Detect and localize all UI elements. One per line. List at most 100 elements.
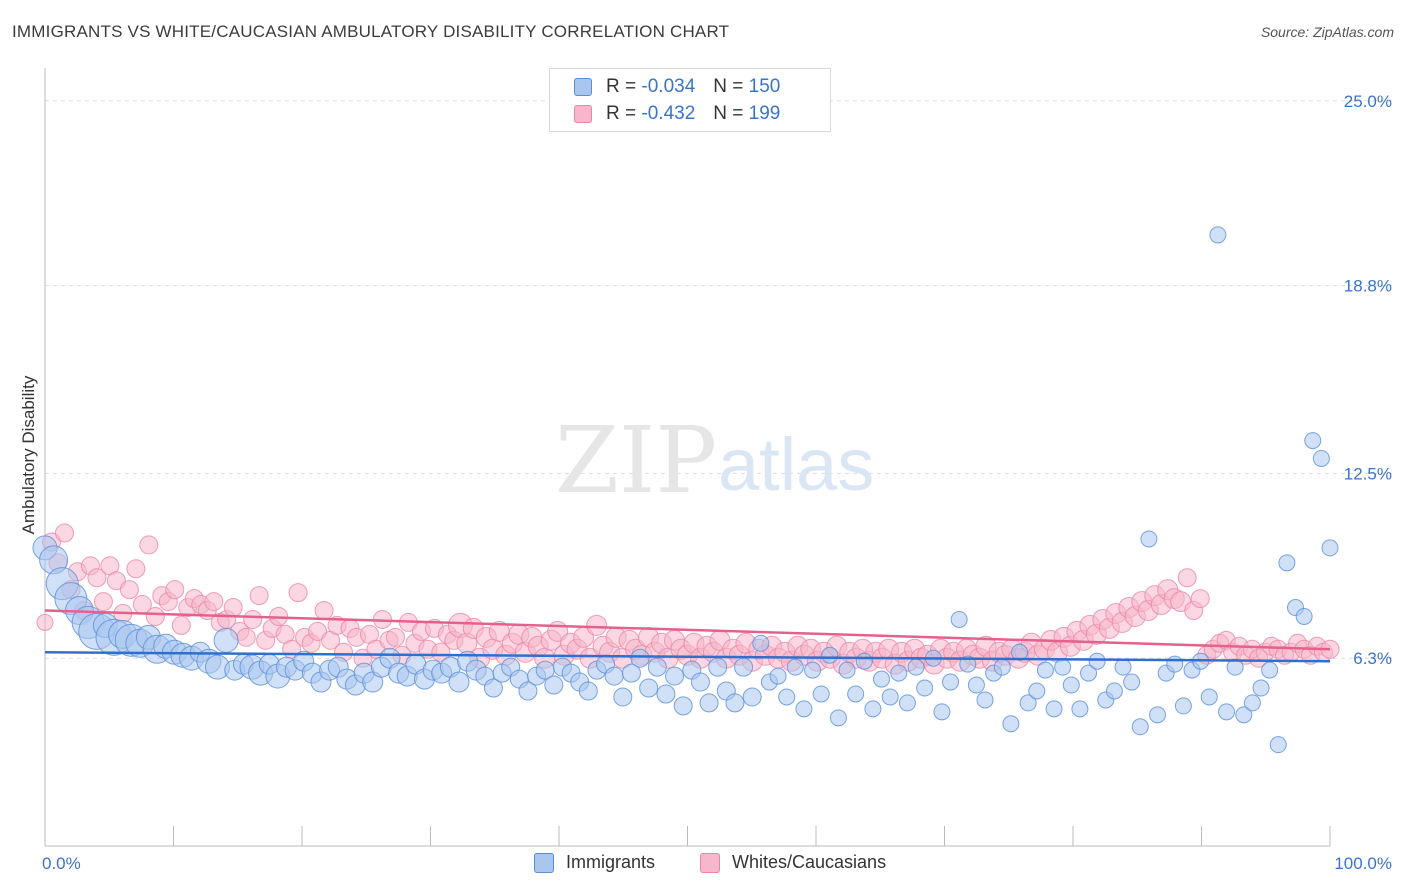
immigrants-point [873, 670, 891, 688]
immigrants-point [881, 688, 899, 706]
immigrants-point [1269, 736, 1287, 754]
immigrants-point [1278, 554, 1296, 572]
immigrants-point [725, 693, 745, 713]
immigrants-point [1226, 658, 1244, 676]
immigrants-point [1088, 652, 1106, 670]
y-tick-label: 18.8% [1344, 277, 1392, 296]
immigrants-point [518, 681, 538, 701]
immigrants-point [1235, 706, 1253, 724]
whites-point [1177, 568, 1197, 588]
immigrants-legend-label: Immigrants [566, 852, 656, 872]
immigrants-point [1062, 676, 1080, 694]
immigrants-point [656, 684, 676, 704]
immigrants-point [1200, 688, 1218, 706]
legend-item-immigrants[interactable]: Immigrants [534, 852, 655, 873]
whites-point [243, 609, 263, 629]
immigrants-legend-swatch [534, 852, 554, 873]
immigrants-point [890, 664, 908, 682]
whites-point [385, 627, 405, 647]
immigrants-point [647, 657, 667, 677]
whites-point [139, 535, 159, 555]
immigrants-point [1123, 673, 1141, 691]
whites-point [314, 601, 334, 621]
watermark-zip: ZIP [555, 407, 717, 514]
immigrants-point [213, 627, 239, 653]
whites-point [586, 614, 608, 636]
immigrants-point [690, 672, 710, 692]
immigrants-point [1321, 539, 1339, 557]
r-value: -0.034 [641, 76, 696, 97]
immigrants-point [916, 679, 934, 697]
immigrants-point [578, 681, 598, 701]
immigrants-point [812, 685, 830, 703]
immigrants-point [1174, 697, 1192, 715]
immigrants-point [1131, 718, 1149, 736]
stats-legend: R = -0.034 N = 150 R = -0.432 N = 199 [549, 68, 831, 132]
immigrants-point [976, 691, 994, 709]
y-tick-label: 12.5% [1344, 464, 1392, 483]
x-tick-label: 0.0% [42, 854, 81, 873]
immigrants-point [1071, 700, 1089, 718]
whites-point [145, 606, 165, 626]
r-label: R = [606, 76, 637, 97]
immigrants-point [786, 658, 804, 676]
immigrants-point [1105, 682, 1123, 700]
immigrants-point [1080, 664, 1098, 682]
immigrants-point [838, 661, 856, 679]
immigrants-point [795, 700, 813, 718]
immigrants-point [1045, 700, 1063, 718]
immigrants-point [1243, 694, 1261, 712]
immigrants-point [734, 657, 754, 677]
whites-point [126, 559, 146, 579]
x-tick-label: 100.0% [1334, 854, 1392, 873]
legend-item-whites[interactable]: Whites/Caucasians [700, 852, 886, 873]
n-value: 199 [748, 103, 781, 124]
immigrants-point [665, 666, 685, 686]
immigrants-point [829, 709, 847, 727]
immigrants-point [1028, 682, 1046, 700]
whites-point [223, 598, 243, 618]
immigrants-trend-line [44, 650, 1331, 663]
immigrants-point [1019, 694, 1037, 712]
whites-point [288, 583, 308, 603]
y-axis-label: Ambulatory Disability [19, 375, 38, 534]
immigrants-point [1166, 655, 1184, 673]
immigrants-point [1054, 658, 1072, 676]
immigrants-point [1149, 706, 1167, 724]
immigrants-point [804, 661, 822, 679]
immigrants-point [448, 671, 470, 693]
immigrants-point [907, 658, 925, 676]
whites-point [36, 613, 54, 631]
immigrants-point [752, 634, 770, 652]
whites-point [165, 580, 185, 600]
y-tick-label: 6.3% [1353, 649, 1392, 668]
immigrants-point [708, 657, 728, 677]
whites-legend-swatch [700, 852, 720, 873]
immigrants-point [699, 693, 719, 713]
whites-point [106, 571, 126, 591]
immigrants-point [821, 646, 839, 664]
watermark-atlas: atlas [718, 423, 874, 506]
whites-point [308, 621, 328, 641]
y-tick-label: 25.0% [1344, 92, 1392, 111]
immigrants-point [1002, 715, 1020, 733]
immigrants-point [613, 687, 633, 707]
r-label: R = [606, 103, 637, 124]
immigrants-point [1114, 658, 1132, 676]
immigrants-point [630, 648, 650, 668]
immigrants-point [1140, 530, 1158, 548]
n-label: N = [713, 103, 744, 124]
whites-point [431, 642, 451, 662]
whites-point [204, 592, 224, 612]
chart-title: IMMIGRANTS VS WHITE/CAUCASIAN AMBULATORY… [12, 22, 730, 41]
whites-point [1190, 589, 1210, 609]
immigrants-point [933, 703, 951, 721]
immigrants-point [942, 673, 960, 691]
whites-point [119, 580, 139, 600]
legend-row-immigrants: R = -0.034 N = 150 [574, 75, 780, 99]
n-value: 150 [748, 76, 781, 97]
whites-point [54, 523, 74, 543]
immigrants-point [621, 663, 641, 683]
whites-point [93, 592, 113, 612]
